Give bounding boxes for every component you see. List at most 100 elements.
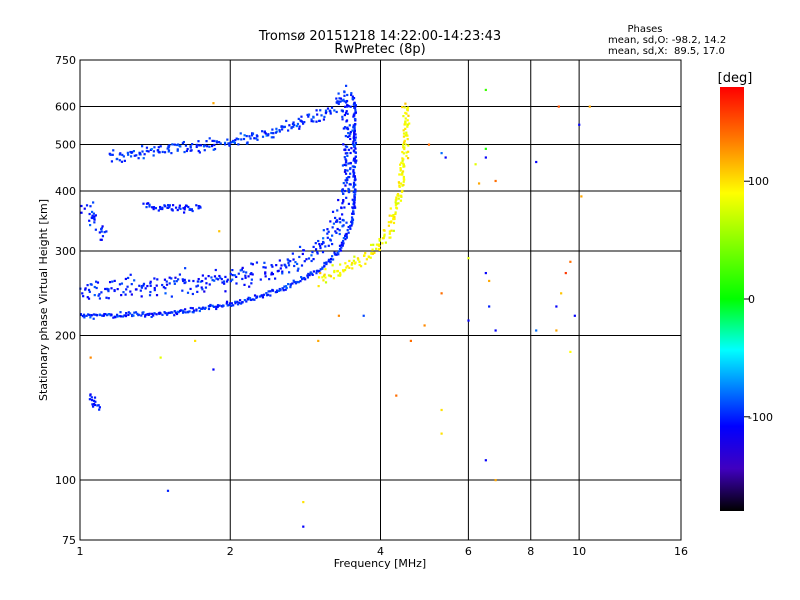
trace-point [170, 295, 173, 298]
trace-point [263, 261, 266, 264]
trace-point [406, 119, 409, 122]
trace-point [79, 313, 83, 316]
trace-point [178, 273, 182, 276]
trace-point [337, 253, 340, 256]
trace-point [343, 91, 346, 94]
trace-point [253, 137, 256, 140]
trace-point [161, 207, 164, 211]
trace-point [102, 314, 106, 317]
trace-point [349, 132, 352, 135]
trace-point [280, 264, 283, 267]
sparse-point [467, 319, 470, 322]
trace-point [349, 105, 352, 108]
trace-point [369, 256, 372, 259]
trace-point [171, 209, 174, 212]
trace-point [388, 214, 391, 217]
trace-point [394, 212, 397, 216]
trace-point [312, 245, 315, 249]
trace-point [164, 287, 167, 290]
trace-point [278, 129, 281, 132]
trace-point [341, 118, 344, 121]
trace-point [98, 297, 102, 300]
trace-point [93, 215, 96, 218]
trace-point [344, 84, 348, 87]
trace-point [375, 247, 378, 250]
trace-point [406, 108, 409, 111]
trace-point [157, 146, 160, 149]
trace-point [142, 157, 145, 160]
trace-point [203, 290, 206, 293]
trace-point [137, 157, 140, 160]
trace-point [251, 298, 255, 301]
trace-point [118, 159, 121, 162]
trace-point [303, 260, 306, 263]
x-tick-labels: 1 2 4 6 8 10 16 [77, 545, 689, 558]
trace-point [298, 255, 301, 259]
trace-point [352, 149, 356, 153]
trace-point [353, 114, 356, 117]
trace-point [350, 92, 353, 95]
trace-point [287, 259, 290, 262]
trace-point [337, 198, 340, 202]
trace-point [307, 272, 310, 276]
trace-point [345, 221, 348, 224]
trace-point [104, 287, 107, 291]
trace-point [356, 257, 360, 260]
trace-point [181, 309, 184, 312]
trace-point [402, 141, 406, 144]
trace-point [299, 280, 302, 283]
trace-point [370, 252, 373, 255]
sparse-point [484, 147, 487, 150]
trace-point [124, 293, 127, 296]
trace-point [290, 127, 293, 130]
trace-point [93, 285, 96, 289]
trace-point [297, 117, 300, 120]
trace-point [312, 258, 315, 261]
trace-point [130, 283, 133, 286]
trace-point [306, 276, 310, 279]
trace-point [94, 214, 97, 217]
trace-point [326, 236, 329, 239]
trace-point [166, 204, 170, 207]
trace-point [172, 204, 175, 207]
trace-point [184, 267, 187, 270]
trace-point [152, 207, 155, 211]
sparse-point [560, 292, 563, 295]
trace-point [404, 117, 407, 120]
trace-point [310, 254, 313, 257]
trace-point [151, 206, 154, 209]
trace-point [280, 125, 283, 128]
trace-point [353, 201, 356, 204]
trace-point [307, 257, 311, 260]
trace-point [250, 282, 253, 285]
trace-point [397, 194, 400, 197]
trace-point [347, 231, 350, 234]
trace-point [353, 127, 356, 130]
trace-point [354, 136, 357, 139]
trace-point [337, 250, 341, 253]
trace-point [405, 151, 408, 154]
trace-point [278, 287, 281, 291]
trace-point [287, 264, 291, 267]
trace-point [318, 270, 321, 273]
trace-point [355, 159, 358, 162]
trace-point [340, 241, 344, 244]
trace-point [408, 122, 411, 125]
trace-point [146, 312, 150, 316]
trace-point [345, 101, 348, 104]
trace-point [377, 243, 380, 246]
trace-point [323, 261, 326, 265]
trace-point [195, 145, 198, 149]
trace-point [288, 271, 291, 274]
sparse-point [578, 123, 581, 126]
trace-point [176, 149, 179, 152]
trace-point [98, 408, 101, 411]
trace-point [344, 148, 347, 151]
trace-point [161, 283, 164, 287]
trace-point [352, 124, 355, 127]
trace-point [189, 208, 192, 211]
trace-point [133, 311, 136, 314]
trace-point [298, 127, 301, 130]
trace-point [316, 113, 319, 116]
trace-point [295, 124, 298, 128]
